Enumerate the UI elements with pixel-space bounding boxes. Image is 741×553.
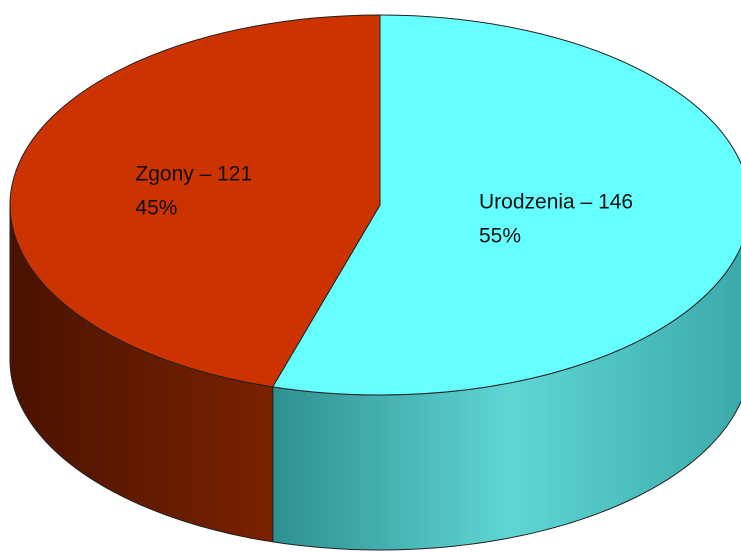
slice-label: Zgony – 121 <box>135 163 252 186</box>
slice-label: Urodzenia – 146 <box>479 190 633 213</box>
slice <box>9 14 381 388</box>
slice <box>271 14 741 396</box>
slice-percent: 45% <box>135 197 177 220</box>
slice-percent: 55% <box>479 224 521 247</box>
